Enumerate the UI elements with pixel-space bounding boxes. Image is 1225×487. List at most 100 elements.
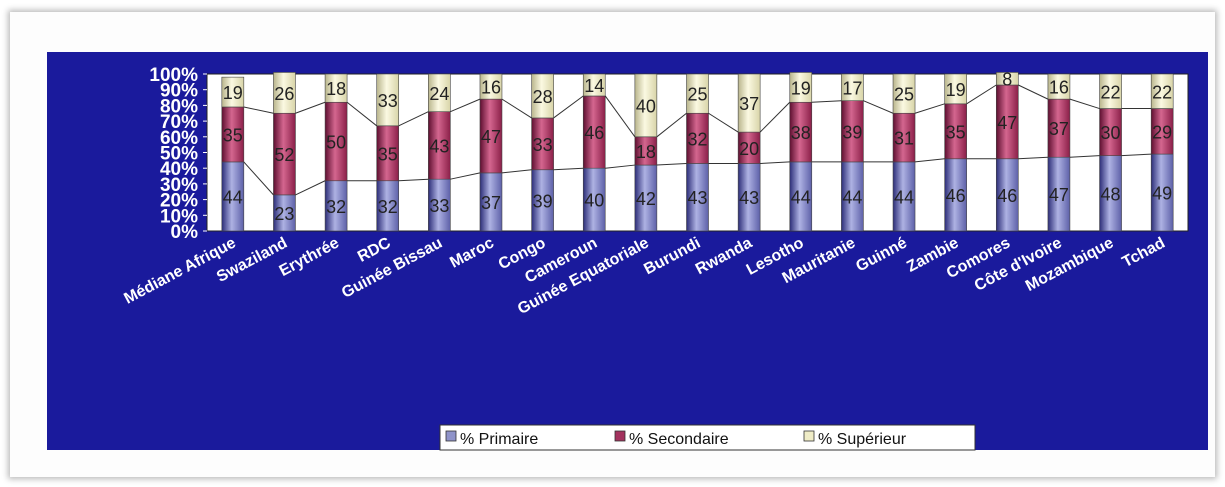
data-label: 8 (1002, 70, 1012, 90)
data-label: 32 (378, 197, 398, 217)
chart-frame: 0% 10% 20% 30% 40% 50% 60% 70% 80% 90% 100% 44 35 19 M… (10, 12, 1215, 477)
legend-label: % Primaire (460, 431, 538, 448)
bar-segment-3 (1150, 73, 1174, 109)
data-label: 20 (739, 139, 759, 159)
data-label: 18 (636, 142, 656, 162)
series-line (450, 172, 481, 180)
bar-segment-3 (634, 73, 658, 138)
legend-swatch (445, 430, 457, 442)
bar-segment-3 (428, 73, 451, 112)
data-label: 24 (429, 84, 449, 104)
data-label: 17 (842, 78, 862, 98)
series-line (863, 100, 894, 114)
bar-segment-3 (995, 72, 1019, 86)
series-line (1018, 156, 1048, 160)
series-line (501, 169, 532, 174)
bar-segment-3 (892, 73, 916, 114)
bar-segment-3 (221, 76, 245, 108)
series-line (501, 98, 532, 119)
bar-segment-3 (582, 73, 606, 97)
legend: % Primaire % Secondaire % Supérieur (439, 424, 976, 451)
bar-segment-3 (531, 73, 554, 119)
data-label: 30 (1101, 123, 1121, 143)
y-tick-label: 40% (160, 159, 198, 180)
series-line (295, 101, 326, 114)
data-label: 47 (1049, 185, 1069, 205)
legend-swatch (803, 430, 815, 442)
stacked-bar-chart: 0%10%20%30%40%50%60%70%80%90%100%443519M… (47, 52, 1208, 451)
data-label: 46 (946, 186, 966, 206)
data-label: 44 (223, 187, 243, 207)
data-label: 19 (946, 80, 966, 100)
series-line (1121, 153, 1152, 157)
y-tick-label: 20% (160, 191, 198, 212)
data-label: 33 (533, 135, 553, 155)
bar-segment-3 (479, 73, 503, 100)
data-label: 43 (739, 188, 759, 208)
legend-label: % Secondaire (629, 431, 729, 448)
legend-box (439, 424, 976, 451)
bar-segment-3 (376, 73, 400, 127)
series-line (966, 84, 997, 105)
series-line (914, 158, 945, 163)
data-label: 44 (894, 187, 914, 207)
data-label: 16 (1049, 78, 1069, 98)
data-label: 14 (584, 76, 604, 96)
data-label: 35 (378, 144, 398, 164)
data-label: 37 (481, 193, 501, 213)
series-line (450, 98, 481, 113)
series-line (553, 167, 584, 171)
data-label: 22 (1152, 82, 1172, 102)
bar-segment-3 (789, 72, 813, 103)
series-line (346, 101, 378, 127)
bar-segment-3 (686, 73, 709, 114)
bar-segment-3 (324, 73, 348, 103)
bar-segment-3 (737, 73, 761, 133)
data-label: 16 (481, 78, 501, 98)
series-line (708, 112, 739, 133)
data-label: 48 (1101, 184, 1121, 204)
data-label: 35 (223, 125, 243, 145)
series-line (553, 95, 584, 119)
data-label: 33 (378, 91, 398, 111)
data-label: 44 (842, 187, 862, 207)
data-label: 40 (584, 191, 604, 211)
data-label: 28 (533, 87, 553, 107)
data-label: 43 (687, 188, 707, 208)
series-line (914, 103, 945, 114)
series-line (604, 95, 636, 138)
data-label: 52 (274, 145, 294, 165)
y-tick-label: 80% (160, 96, 198, 117)
data-label: 22 (1101, 82, 1121, 102)
legend-swatch (614, 430, 626, 442)
data-label: 25 (687, 85, 707, 105)
data-label: 31 (894, 129, 914, 149)
series-line (656, 162, 687, 166)
y-tick-label: 30% (160, 175, 198, 196)
legend-label: % Supérieur (818, 431, 907, 448)
data-label: 46 (584, 123, 604, 143)
series-line (243, 161, 274, 196)
series-line (295, 180, 326, 196)
data-label: 47 (997, 113, 1017, 133)
y-tick-label: 50% (160, 144, 198, 165)
bar-segment-3 (944, 73, 967, 105)
data-label: 39 (842, 122, 862, 142)
data-label: 47 (481, 127, 501, 147)
data-label: 19 (791, 78, 811, 98)
data-label: 18 (326, 79, 346, 99)
bar-segment-3 (1099, 73, 1122, 109)
bar-segment-3 (1047, 73, 1071, 100)
series-line (1018, 84, 1049, 100)
data-label: 42 (636, 189, 656, 209)
series-line (811, 100, 842, 103)
series-line (656, 112, 687, 138)
data-label: 46 (997, 186, 1017, 206)
data-label: 32 (326, 197, 346, 217)
bar-segment-3 (273, 72, 296, 114)
series-line (605, 164, 635, 169)
y-tick-label: 10% (160, 206, 198, 227)
data-label: 29 (1152, 122, 1172, 142)
data-label: 25 (894, 85, 914, 105)
series-line (398, 178, 429, 182)
